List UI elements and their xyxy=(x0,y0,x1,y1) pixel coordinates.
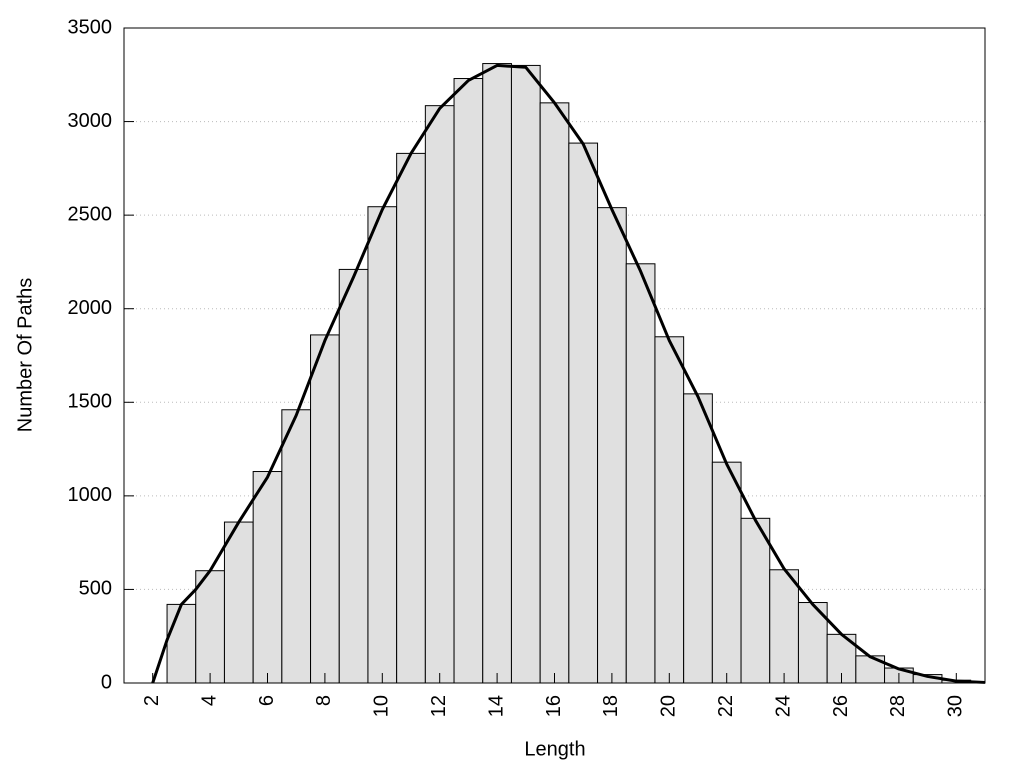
bar xyxy=(654,336,685,684)
x-tick-label: 24 xyxy=(772,695,794,717)
density-line xyxy=(151,63,986,684)
x-tick-label: 28 xyxy=(887,695,909,717)
bar xyxy=(166,603,197,684)
x-tick-label: 14 xyxy=(485,695,507,717)
x-tick-label: 10 xyxy=(371,695,393,717)
y-tick-label: 2500 xyxy=(68,203,113,225)
x-axis-label: Length xyxy=(524,738,585,760)
bar xyxy=(310,334,340,684)
bar xyxy=(424,105,455,684)
x-tick-label: 12 xyxy=(428,695,450,717)
x-tick-label: 16 xyxy=(543,695,565,717)
y-tick-label: 1500 xyxy=(68,391,113,413)
bar xyxy=(396,152,426,684)
bar xyxy=(510,64,541,684)
x-tick-label: 30 xyxy=(945,695,967,717)
bar xyxy=(367,206,398,684)
bar xyxy=(281,409,312,684)
x-tick-label: 8 xyxy=(313,695,335,706)
bar xyxy=(625,263,656,684)
y-axis-label: Number Of Paths xyxy=(14,278,36,433)
x-tick-label: 18 xyxy=(600,695,622,717)
bar xyxy=(769,569,799,684)
bar xyxy=(338,268,369,684)
bar xyxy=(683,393,713,684)
plot-frame xyxy=(123,27,986,684)
y-tick-label: 0 xyxy=(101,671,112,693)
x-tick-label: 6 xyxy=(256,695,278,706)
bar xyxy=(597,207,627,684)
bar xyxy=(568,142,599,684)
x-tick-label: 2 xyxy=(141,695,163,706)
bar xyxy=(453,78,484,684)
bar xyxy=(539,102,570,684)
y-tick-label: 3000 xyxy=(68,110,113,132)
x-tick-label: 20 xyxy=(658,695,680,717)
x-tick-label: 22 xyxy=(715,695,737,717)
bar xyxy=(223,521,254,684)
bar xyxy=(195,570,225,684)
y-tick-label: 3500 xyxy=(68,16,113,38)
y-tick-label: 2000 xyxy=(68,297,113,319)
y-tick-label: 1000 xyxy=(68,484,113,506)
x-tick-label: 4 xyxy=(198,695,220,706)
y-tick-label: 500 xyxy=(79,578,112,600)
bar xyxy=(252,471,283,684)
x-tick-label: 26 xyxy=(830,695,852,717)
bar xyxy=(482,63,512,684)
bar xyxy=(711,461,742,684)
bar xyxy=(740,517,771,684)
